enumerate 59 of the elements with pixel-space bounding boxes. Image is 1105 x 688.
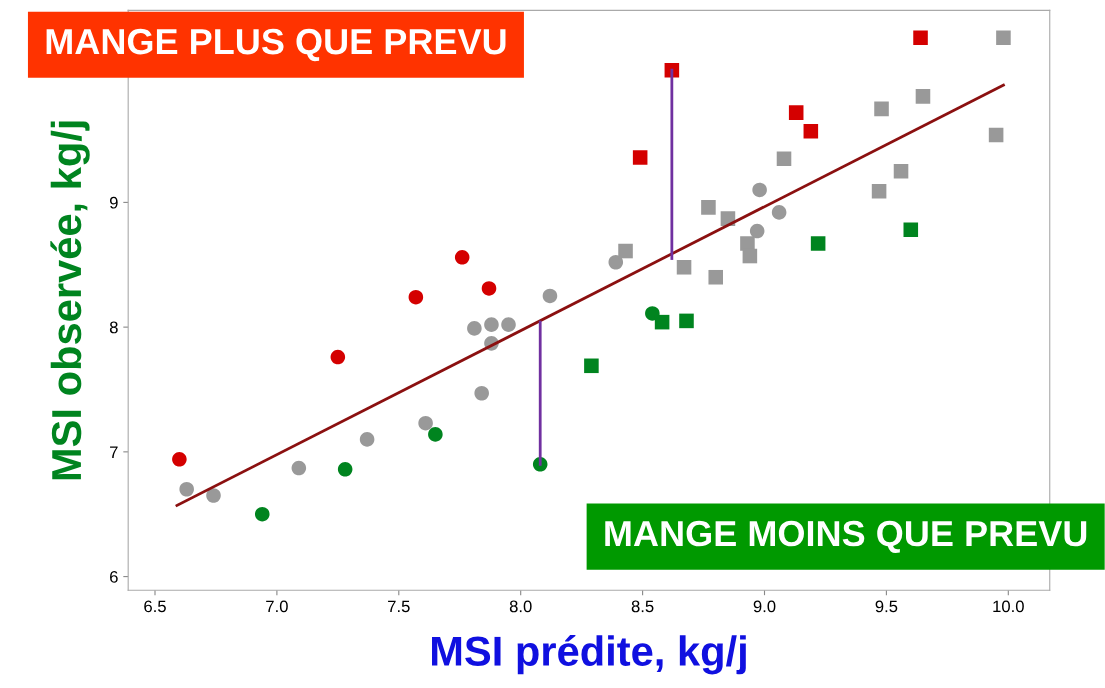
point — [467, 321, 482, 336]
point — [408, 289, 424, 305]
point — [291, 460, 307, 476]
point — [676, 259, 692, 275]
x-tick-label: 7.0 — [266, 600, 288, 613]
point — [206, 488, 221, 503]
point — [474, 385, 489, 401]
point — [771, 205, 787, 220]
y-tick-label: 9 — [109, 196, 118, 209]
point — [454, 250, 470, 265]
point — [418, 415, 433, 431]
point — [788, 105, 804, 120]
point — [584, 358, 599, 374]
point — [803, 124, 819, 139]
point — [810, 236, 826, 251]
y-tick-label: 6 — [110, 570, 118, 583]
point — [632, 150, 648, 165]
x-axis-title: MSI prédite, kg/j — [432, 635, 746, 675]
point — [915, 89, 931, 104]
y-axis-title: MSI observée, kg/j — [50, 121, 90, 480]
x-tick-label: 10.0 — [993, 600, 1024, 613]
point — [542, 288, 558, 304]
point — [701, 200, 716, 215]
annotation: MANGE PLUS QUE PREVU — [46, 28, 506, 62]
x-tick-label: 9.0 — [753, 600, 776, 613]
point — [871, 183, 887, 199]
point — [903, 222, 919, 238]
point — [679, 313, 694, 329]
x-tick-label: 8.5 — [631, 600, 654, 613]
point — [254, 506, 270, 522]
point — [654, 314, 670, 330]
point — [359, 432, 375, 447]
point — [501, 317, 516, 332]
point — [428, 427, 443, 442]
point — [618, 243, 633, 259]
y-tick-label: 8 — [109, 321, 118, 334]
annotation: MANGE MOINS QUE PREVU — [605, 520, 1087, 554]
point — [179, 481, 194, 497]
point — [776, 151, 792, 167]
x-tick-label: 6.5 — [144, 600, 166, 613]
point — [337, 462, 353, 477]
y-tick-label: 7 — [110, 446, 118, 458]
point — [172, 452, 187, 467]
point — [752, 182, 767, 198]
point — [742, 248, 758, 264]
x-tick-label: 8.0 — [509, 600, 532, 613]
point — [481, 281, 497, 296]
point — [913, 30, 928, 46]
point — [484, 317, 499, 332]
point — [874, 101, 889, 117]
x-tick-label: 9.5 — [875, 600, 898, 613]
point — [893, 163, 909, 179]
point — [988, 127, 1004, 143]
point — [608, 254, 624, 270]
point — [749, 223, 765, 239]
point — [708, 269, 724, 285]
point — [330, 349, 346, 365]
point — [996, 30, 1011, 46]
x-tick-label: 7.5 — [388, 600, 410, 613]
